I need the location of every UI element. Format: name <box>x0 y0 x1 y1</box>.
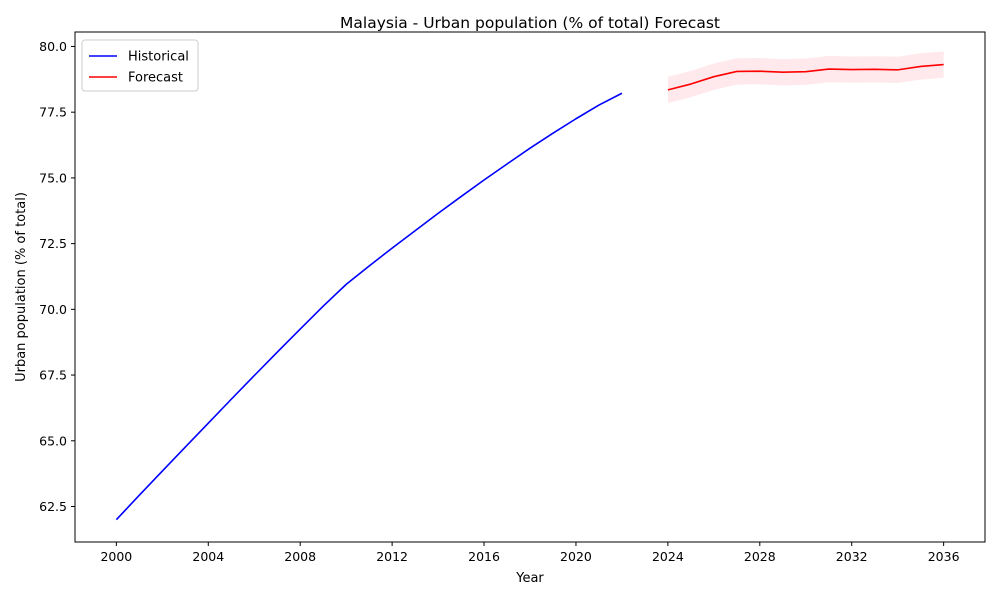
series-line-layer <box>115 63 944 521</box>
plot-area-frame <box>74 31 986 543</box>
x-tick-label: 2028 <box>744 549 776 564</box>
x-tick-label: 2008 <box>284 549 316 564</box>
y-tick-label: 65.0 <box>39 433 67 448</box>
series-line-forecast <box>667 63 944 91</box>
y-tick-label: 77.5 <box>39 105 67 120</box>
forecast-confidence-band <box>667 51 944 103</box>
x-tick-label: 2032 <box>836 549 868 564</box>
y-tick-label: 75.0 <box>39 170 67 185</box>
y-axis-ticks: 62.5 65.0 67.5 70.0 72.5 75.0 77.5 80.0 <box>39 39 75 514</box>
legend-forecast-label: Forecast <box>128 71 183 86</box>
x-axis-label: Year <box>515 571 544 586</box>
y-tick-label: 72.5 <box>39 236 67 251</box>
series-line-historical <box>115 92 623 521</box>
y-tick-label: 80.0 <box>39 39 67 54</box>
x-tick-label: 2016 <box>468 549 500 564</box>
legend: Historical Forecast <box>81 39 199 92</box>
chart-title: Malaysia - Urban population (% of total)… <box>340 14 720 32</box>
x-tick-label: 2036 <box>928 549 960 564</box>
y-axis-label: Urban population (% of total) <box>14 192 29 382</box>
x-tick-label: 2004 <box>192 549 224 564</box>
y-tick-label: 62.5 <box>39 499 67 514</box>
x-tick-label: 2000 <box>100 549 132 564</box>
x-tick-label: 2020 <box>560 549 592 564</box>
x-tick-label: 2012 <box>376 549 408 564</box>
legend-historical-label: Historical <box>128 50 189 65</box>
y-tick-label: 70.0 <box>39 302 67 317</box>
legend-box <box>81 39 199 92</box>
y-tick-label: 67.5 <box>39 368 67 383</box>
x-axis-ticks: 2000 2004 2008 2012 2016 2020 2024 2028 2032 2036 <box>100 542 960 564</box>
forecast-confidence-band-layer <box>667 51 944 103</box>
x-tick-label: 2024 <box>652 549 684 564</box>
